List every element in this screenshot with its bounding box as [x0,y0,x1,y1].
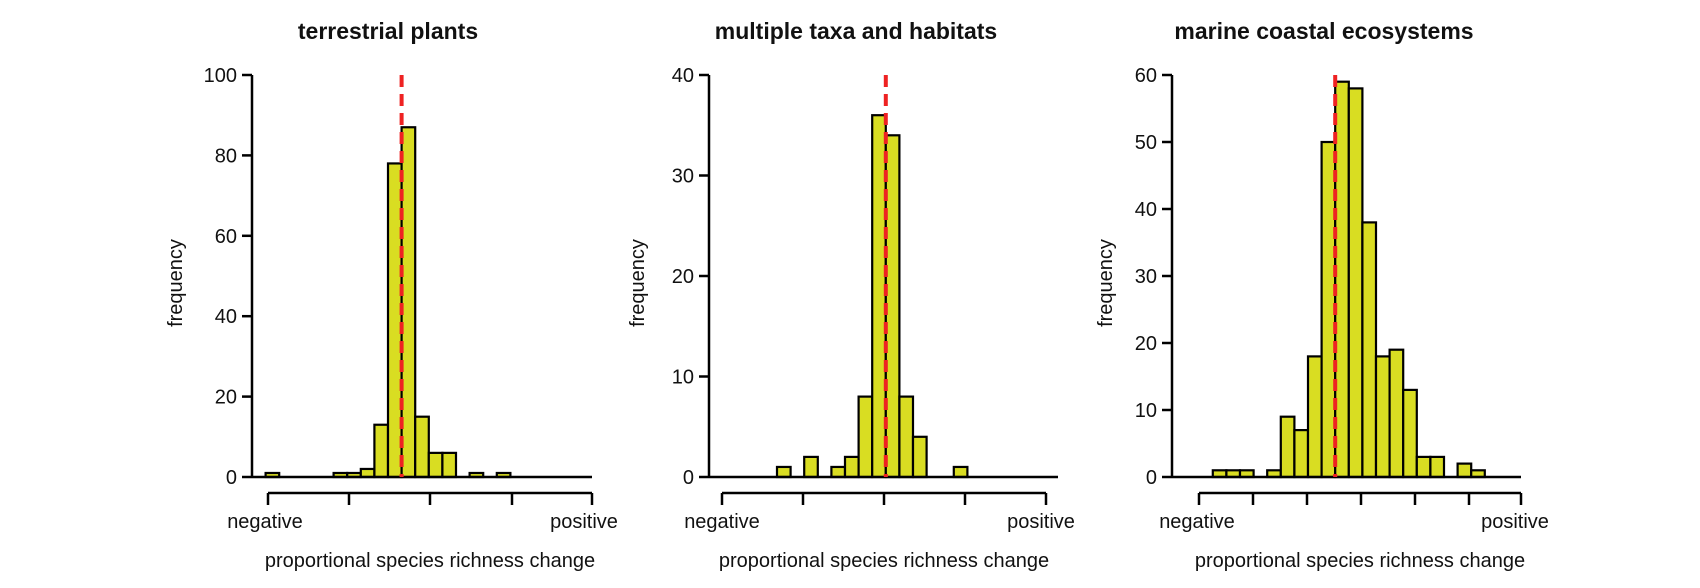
y-tick-label: 60 [215,226,237,248]
histogram-bar [1374,355,1391,479]
y-tick-label: 40 [215,306,237,328]
histogram-bar [1279,415,1296,479]
x-end-label-positive: positive [1007,511,1075,533]
histogram-bar [911,435,928,479]
histogram-bar [898,395,915,479]
y-tick-label: 20 [215,387,237,409]
histogram-bar [1347,87,1364,479]
y-tick-label: 0 [683,467,694,489]
y-tick-label: 30 [672,166,694,188]
histogram-bar [441,451,458,479]
y-axis-label: frequency [165,239,187,327]
histogram-bar [1388,348,1405,479]
histogram-bar [414,415,430,479]
histogram-bar [1429,455,1446,479]
histogram-bar [400,126,417,479]
y-axis-label: frequency [627,239,649,327]
y-tick-label: 50 [1135,132,1157,154]
y-axis-label: frequency [1095,239,1117,327]
histogram-bar [1334,80,1350,479]
histogram-bar [857,395,874,479]
histogram-bar [1456,462,1473,479]
histogram-bar [1293,429,1310,479]
histogram-bar [373,423,390,479]
histogram-bar [386,162,403,479]
histogram-bar [1361,221,1378,479]
x-axis-label: proportional species richness change [1195,550,1525,572]
histogram-bar [1402,388,1418,479]
histogram-bar [1320,140,1337,479]
panel-title: multiple taxa and habitats [715,18,997,44]
x-end-label-negative: negative [227,511,303,533]
histogram-bar [843,455,860,479]
x-end-label-positive: positive [1481,511,1549,533]
y-tick-label: 0 [226,467,237,489]
y-tick-label: 10 [1135,400,1157,422]
y-tick-label: 40 [1135,199,1157,221]
histogram-bar [775,465,792,479]
y-tick-label: 80 [215,145,237,167]
x-axis-label: proportional species richness change [265,550,595,572]
y-tick-label: 100 [204,65,237,87]
x-end-label-positive: positive [550,511,618,533]
y-tick-label: 60 [1135,65,1157,87]
x-axis-label: proportional species richness change [719,550,1049,572]
histogram-bar [884,134,901,479]
y-tick-label: 20 [1135,333,1157,355]
panel-title: marine coastal ecosystems [1174,18,1473,44]
histogram-bar [1306,355,1323,479]
y-tick-label: 30 [1135,266,1157,288]
histogram-bar [871,114,887,479]
histogram-bar [1415,455,1432,479]
panel-title: terrestrial plants [298,18,478,44]
histogram-bar [803,455,819,479]
y-tick-label: 10 [672,367,694,389]
y-tick-label: 40 [672,65,694,87]
histogram-bar [952,465,969,479]
histogram-bar [427,451,444,479]
x-end-label-negative: negative [684,511,760,533]
y-tick-label: 0 [1146,467,1157,489]
x-end-label-negative: negative [1159,511,1235,533]
y-tick-label: 20 [672,266,694,288]
histogram-bar [830,465,847,479]
